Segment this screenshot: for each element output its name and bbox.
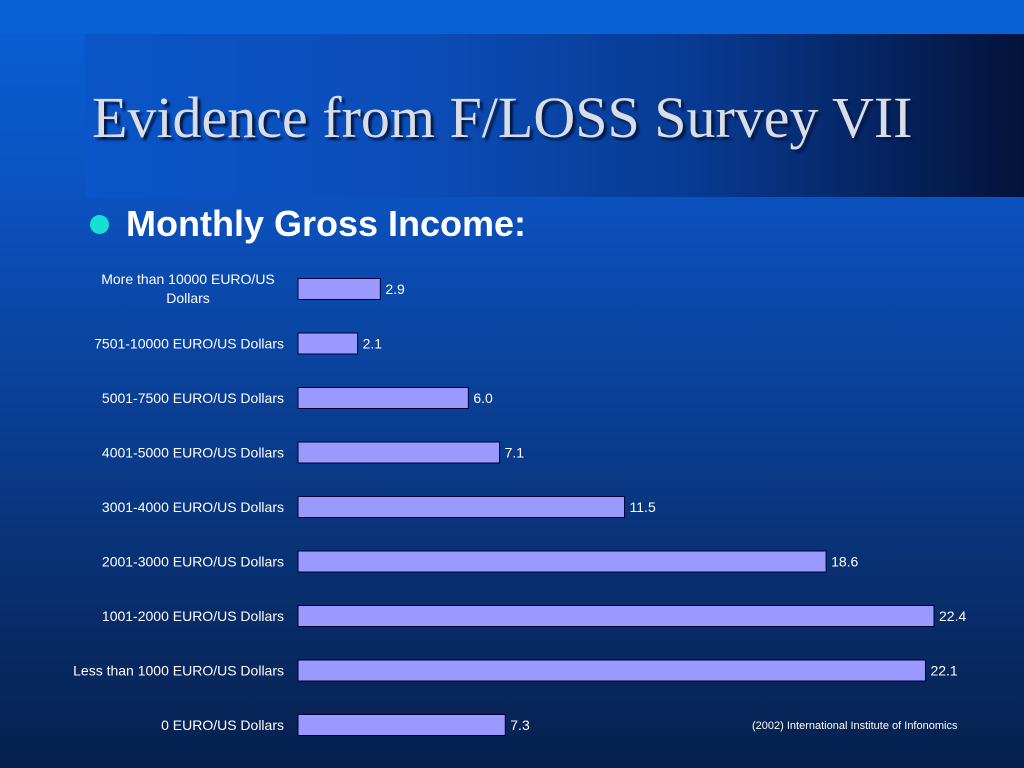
bar-value-label-0: 2.9 — [385, 281, 405, 297]
category-label-5: 2001-3000 EURO/US Dollars — [102, 554, 284, 570]
category-label-1: 7501-10000 EURO/US Dollars — [94, 336, 284, 352]
title-panel — [85, 34, 1024, 197]
source-note: (2002) International Institute of Infono… — [752, 720, 958, 732]
bullet-text: Monthly Gross Income: — [126, 203, 527, 244]
slide-title: Evidence from F/LOSS Survey VII — [92, 85, 913, 150]
bar-2 — [297, 387, 469, 409]
category-label-4: 3001-4000 EURO/US Dollars — [102, 499, 284, 515]
bar-7 — [297, 659, 926, 682]
bar-6 — [297, 605, 935, 627]
bar-value-label-3: 7.1 — [505, 445, 525, 461]
bar-3 — [297, 441, 501, 464]
bar-5 — [297, 550, 827, 573]
category-label-3: 4001-5000 EURO/US Dollars — [102, 445, 284, 461]
bar-value-label-5: 18.6 — [831, 554, 858, 570]
bar-value-label-1: 2.1 — [363, 336, 383, 352]
bar-value-label-7: 22.1 — [930, 663, 957, 679]
category-label-2: 5001-7500 EURO/US Dollars — [102, 390, 284, 406]
category-label-7: Less than 1000 EURO/US Dollars — [73, 663, 284, 679]
bar-value-label-6: 22.4 — [939, 608, 966, 624]
bar-value-label-2: 6.0 — [473, 390, 493, 406]
bar-1 — [297, 332, 359, 355]
bullet-dot-icon — [90, 214, 109, 234]
bullet-row: Monthly Gross Income: — [90, 200, 526, 248]
bar-8 — [297, 714, 506, 736]
bar-value-label-8: 7.3 — [510, 717, 530, 733]
top-band — [0, 0, 1024, 34]
bar-0 — [297, 278, 381, 300]
category-label-0: More than 10000 EURO/US Dollars — [101, 271, 275, 306]
category-label-6: 1001-2000 EURO/US Dollars — [102, 608, 284, 624]
category-label-8: 0 EURO/US Dollars — [161, 717, 284, 733]
bar-4 — [297, 496, 626, 518]
bar-value-label-4: 11.5 — [630, 499, 656, 515]
